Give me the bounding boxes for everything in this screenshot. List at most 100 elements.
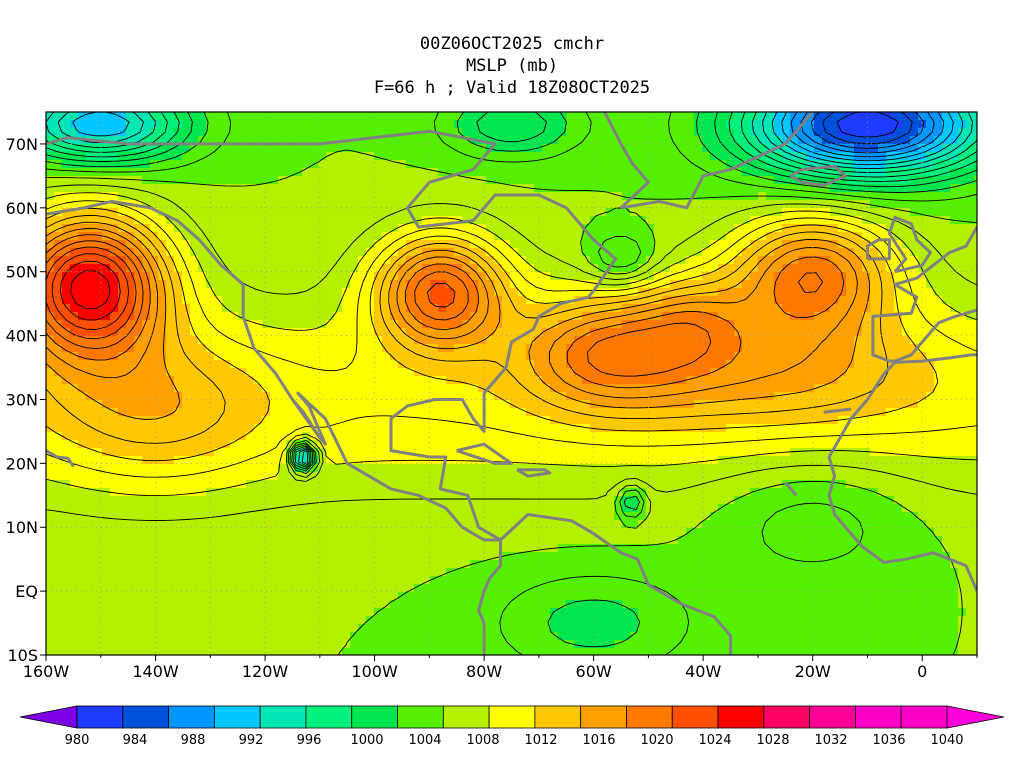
- field-cell: [790, 176, 799, 185]
- field-cell: [502, 112, 511, 121]
- field-cell: [326, 344, 335, 353]
- field-cell: [606, 184, 615, 193]
- field-cell: [302, 360, 311, 369]
- field-cell: [974, 336, 977, 345]
- field-cell: [342, 232, 351, 241]
- field-cell: [886, 200, 895, 209]
- field-cell: [78, 128, 87, 137]
- field-cell: [486, 264, 495, 273]
- field-cell: [390, 216, 399, 225]
- field-cell: [278, 184, 287, 193]
- field-cell: [694, 312, 703, 321]
- field-cell: [326, 168, 335, 177]
- field-cell: [382, 272, 391, 281]
- field-cell: [398, 336, 407, 345]
- field-cell: [678, 384, 687, 393]
- field-cell: [422, 264, 431, 273]
- field-cell: [310, 440, 319, 449]
- field-cell: [766, 288, 775, 297]
- field-cell: [542, 272, 551, 281]
- field-cell: [790, 224, 799, 233]
- field-cell: [646, 344, 655, 353]
- field-cell: [966, 360, 975, 369]
- field-cell: [278, 144, 287, 153]
- field-cell: [582, 288, 591, 297]
- field-cell: [814, 352, 823, 361]
- field-cell: [542, 280, 551, 289]
- field-cell: [310, 408, 319, 417]
- field-cell: [70, 384, 79, 393]
- field-cell: [190, 440, 199, 449]
- field-cell: [70, 248, 79, 257]
- field-cell: [742, 120, 751, 129]
- field-cell: [806, 280, 815, 289]
- field-cell: [294, 128, 303, 137]
- field-cell: [846, 168, 855, 177]
- field-cell: [398, 248, 407, 257]
- field-cell: [326, 392, 335, 401]
- field-cell: [462, 272, 471, 281]
- field-cell: [830, 192, 839, 201]
- field-cell: [414, 440, 423, 449]
- field-cell: [454, 424, 463, 433]
- field-cell: [862, 272, 871, 281]
- field-cell: [702, 392, 711, 401]
- field-cell: [750, 152, 759, 161]
- field-cell: [758, 120, 767, 129]
- field-cell: [902, 248, 911, 257]
- field-cell: [638, 176, 647, 185]
- field-cell: [934, 264, 943, 273]
- field-cell: [390, 344, 399, 353]
- field-cell: [750, 224, 759, 233]
- field-cell: [542, 216, 551, 225]
- field-cell: [294, 312, 303, 321]
- field-cell: [758, 248, 767, 257]
- field-cell: [454, 408, 463, 417]
- field-cell: [654, 192, 663, 201]
- field-cell: [582, 192, 591, 201]
- field-cell: [158, 448, 167, 457]
- field-cell: [78, 200, 87, 209]
- field-cell: [638, 168, 647, 177]
- field-cell: [158, 336, 167, 345]
- field-cell: [374, 352, 383, 361]
- field-cell: [822, 192, 831, 201]
- field-cell: [734, 144, 743, 153]
- field-cell: [694, 224, 703, 233]
- field-cell: [326, 208, 335, 217]
- field-cell: [110, 176, 119, 185]
- field-cell: [718, 400, 727, 409]
- field-cell: [678, 336, 687, 345]
- field-cell: [318, 400, 327, 409]
- field-cell: [950, 408, 959, 417]
- field-cell: [134, 344, 143, 353]
- field-cell: [974, 240, 977, 249]
- field-cell: [302, 168, 311, 177]
- field-cell: [694, 352, 703, 361]
- field-cell: [734, 368, 743, 377]
- field-cell: [622, 216, 631, 225]
- field-cell: [254, 424, 263, 433]
- field-cell: [446, 360, 455, 369]
- field-cell: [742, 400, 751, 409]
- field-cell: [702, 264, 711, 273]
- field-cell: [350, 160, 359, 169]
- field-cell: [974, 144, 977, 153]
- field-cell: [662, 360, 671, 369]
- field-cell: [894, 168, 903, 177]
- field-cell: [326, 216, 335, 225]
- field-cell: [510, 360, 519, 369]
- field-cell: [166, 432, 175, 441]
- field-cell: [142, 168, 151, 177]
- field-cell: [734, 208, 743, 217]
- field-cell: [766, 176, 775, 185]
- field-cell: [814, 424, 823, 433]
- field-cell: [806, 272, 815, 281]
- field-cell: [262, 184, 271, 193]
- field-cell: [70, 168, 79, 177]
- field-cell: [830, 256, 839, 265]
- field-cell: [702, 416, 711, 425]
- field-cell: [198, 112, 207, 121]
- field-cell: [350, 416, 359, 425]
- field-cell: [934, 312, 943, 321]
